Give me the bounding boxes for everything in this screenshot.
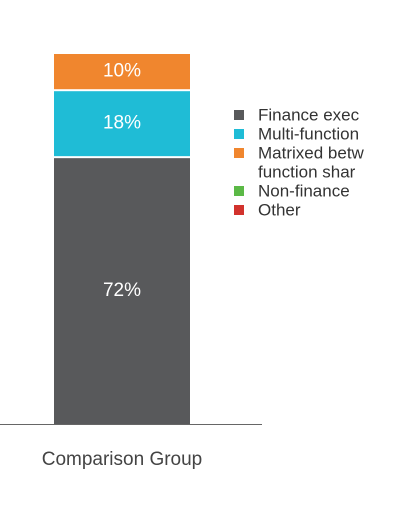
legend-label: Other — [258, 200, 301, 219]
legend-label: Multi-function — [258, 124, 359, 143]
bar-segment — [54, 158, 190, 424]
legend-label: function shar — [258, 162, 356, 181]
legend-label: Finance exec — [258, 105, 360, 124]
legend-swatch — [234, 205, 244, 215]
x-tick-label: Comparison Group — [42, 449, 203, 470]
legend-swatch — [234, 129, 244, 139]
legend-label: Matrixed betw — [258, 143, 365, 162]
legend-swatch — [234, 110, 244, 120]
bar-segment — [54, 91, 190, 157]
data-label: 72% — [103, 280, 141, 301]
legend-label: Non-finance — [258, 181, 350, 200]
bar-segment — [54, 54, 190, 90]
data-label: 18% — [103, 113, 141, 134]
data-label: 10% — [103, 61, 141, 82]
legend-swatch — [234, 148, 244, 158]
legend-swatch — [234, 186, 244, 196]
